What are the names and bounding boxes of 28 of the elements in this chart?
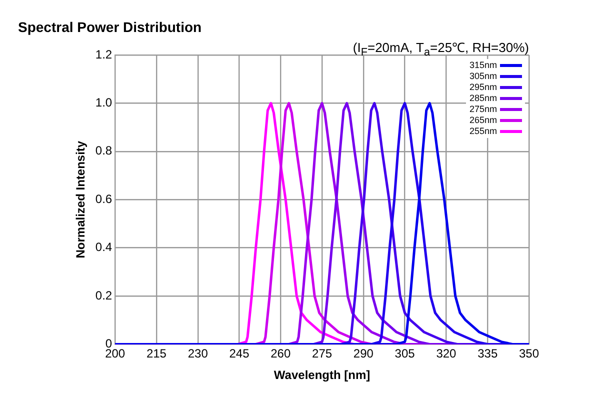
x-tick-label: 335 — [478, 346, 498, 361]
chart-title: Spectral Power Distribution — [18, 19, 202, 35]
x-tick-label: 350 — [518, 346, 540, 361]
x-tick-label: 215 — [146, 346, 167, 361]
legend-label: 295nm — [469, 82, 497, 93]
legend-label: 285nm — [469, 93, 497, 104]
x-tick-label: 200 — [105, 346, 126, 361]
legend-label: 255nm — [469, 126, 497, 137]
x-tick-label: 290 — [353, 346, 374, 361]
y-tick-label: 0.6 — [95, 192, 112, 206]
y-tick-label: 0.4 — [95, 240, 112, 254]
chart-subtitle: (I$_{F}$=20mA, T$_{a}$=25℃, RH=30%) — [352, 39, 529, 59]
legend-label: 265nm — [469, 115, 497, 126]
x-tick-label: 305 — [394, 346, 416, 361]
x-axis-title: Wavelength [nm] — [274, 368, 370, 382]
y-tick-label: 1.2 — [95, 47, 112, 62]
x-tick-label: 275 — [312, 346, 332, 361]
x-tick-label: 245 — [229, 346, 250, 361]
x-tick-label: 230 — [188, 346, 208, 361]
legend-label: 305nm — [469, 71, 497, 82]
x-tick-label: 320 — [436, 346, 457, 361]
legend-label: 275nm — [469, 104, 497, 115]
legend-label: 315nm — [469, 60, 497, 71]
y-axis-title: Normalized Intensity — [74, 140, 88, 258]
x-tick-label: 260 — [270, 346, 291, 361]
y-tick-label: 0.2 — [95, 288, 112, 302]
y-tick-label: 1.0 — [95, 96, 112, 110]
y-tick-label: 0.8 — [95, 144, 112, 158]
